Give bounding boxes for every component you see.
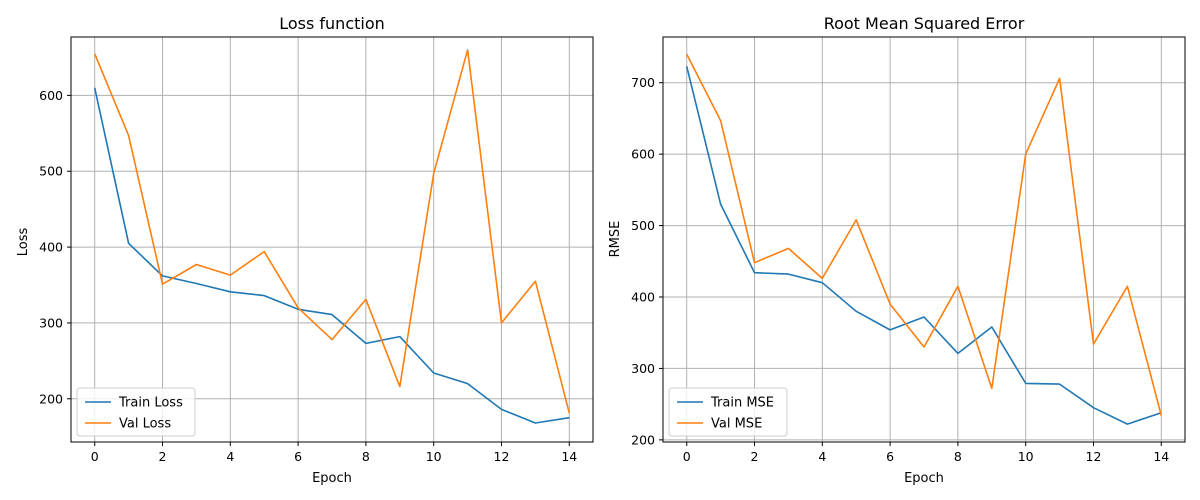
x-tick-label: 10 (1018, 449, 1034, 464)
x-tick-label: 2 (751, 449, 759, 464)
y-tick-label: 200 (631, 432, 655, 447)
legend-label: Train MSE (710, 396, 774, 411)
x-tick-label: 12 (494, 449, 510, 464)
legend-label: Val MSE (711, 417, 762, 432)
y-tick-label: 200 (39, 391, 63, 406)
y-tick-label: 500 (631, 218, 655, 233)
x-tick-label: 12 (1086, 449, 1102, 464)
chart-title: Root Mean Squared Error (824, 14, 1025, 33)
axes-frame (662, 36, 1186, 443)
legend: Train Loss Val Loss (76, 387, 196, 437)
x-tick-label: 4 (818, 449, 826, 464)
x-tick-label: 10 (426, 449, 442, 464)
x-tick-label: 6 (294, 449, 302, 464)
x-tick-label: 8 (362, 449, 370, 464)
axes-frame (70, 36, 594, 443)
chart-title: Loss function (279, 14, 385, 33)
series-line (93, 49, 571, 414)
legend-box (668, 387, 788, 437)
y-tick-label: 300 (631, 361, 655, 376)
y-tick-label: 300 (39, 315, 63, 330)
legend-box (76, 387, 196, 437)
legend-label: Train Loss (118, 396, 183, 411)
x-tick-label: 14 (561, 449, 577, 464)
x-tick-label: 14 (1153, 449, 1169, 464)
legend: Train MSE Val MSE (668, 387, 788, 437)
x-tick-label: 0 (683, 449, 691, 464)
series-line (685, 66, 1162, 425)
y-axis-label: Loss (16, 228, 31, 257)
series-line (93, 87, 570, 424)
x-tick-label: 2 (159, 449, 167, 464)
loss-chart-panel: Loss function Epoch Loss 0 2 4 6 8 10 12 14 200 3… (16, 14, 594, 486)
series-line (685, 53, 1163, 416)
rmse-chart-panel: Root Mean Squared Error Epoch RMSE 0 2 4 6 8… (608, 14, 1186, 486)
x-tick-label: 8 (954, 449, 962, 464)
x-tick-label: 0 (91, 449, 99, 464)
x-tick-label: 6 (886, 449, 894, 464)
y-tick-label: 700 (631, 75, 655, 90)
y-tick-label: 400 (39, 240, 63, 255)
y-tick-label: 600 (39, 88, 63, 103)
y-tick-label: 600 (631, 147, 655, 162)
y-axis-label: RMSE (608, 221, 623, 258)
y-tick-label: 400 (631, 290, 655, 305)
x-axis-label: Epoch (312, 471, 352, 486)
legend-label: Val Loss (119, 417, 171, 432)
x-tick-label: 4 (226, 449, 234, 464)
y-tick-label: 500 (39, 164, 63, 179)
x-axis-label: Epoch (904, 471, 944, 486)
